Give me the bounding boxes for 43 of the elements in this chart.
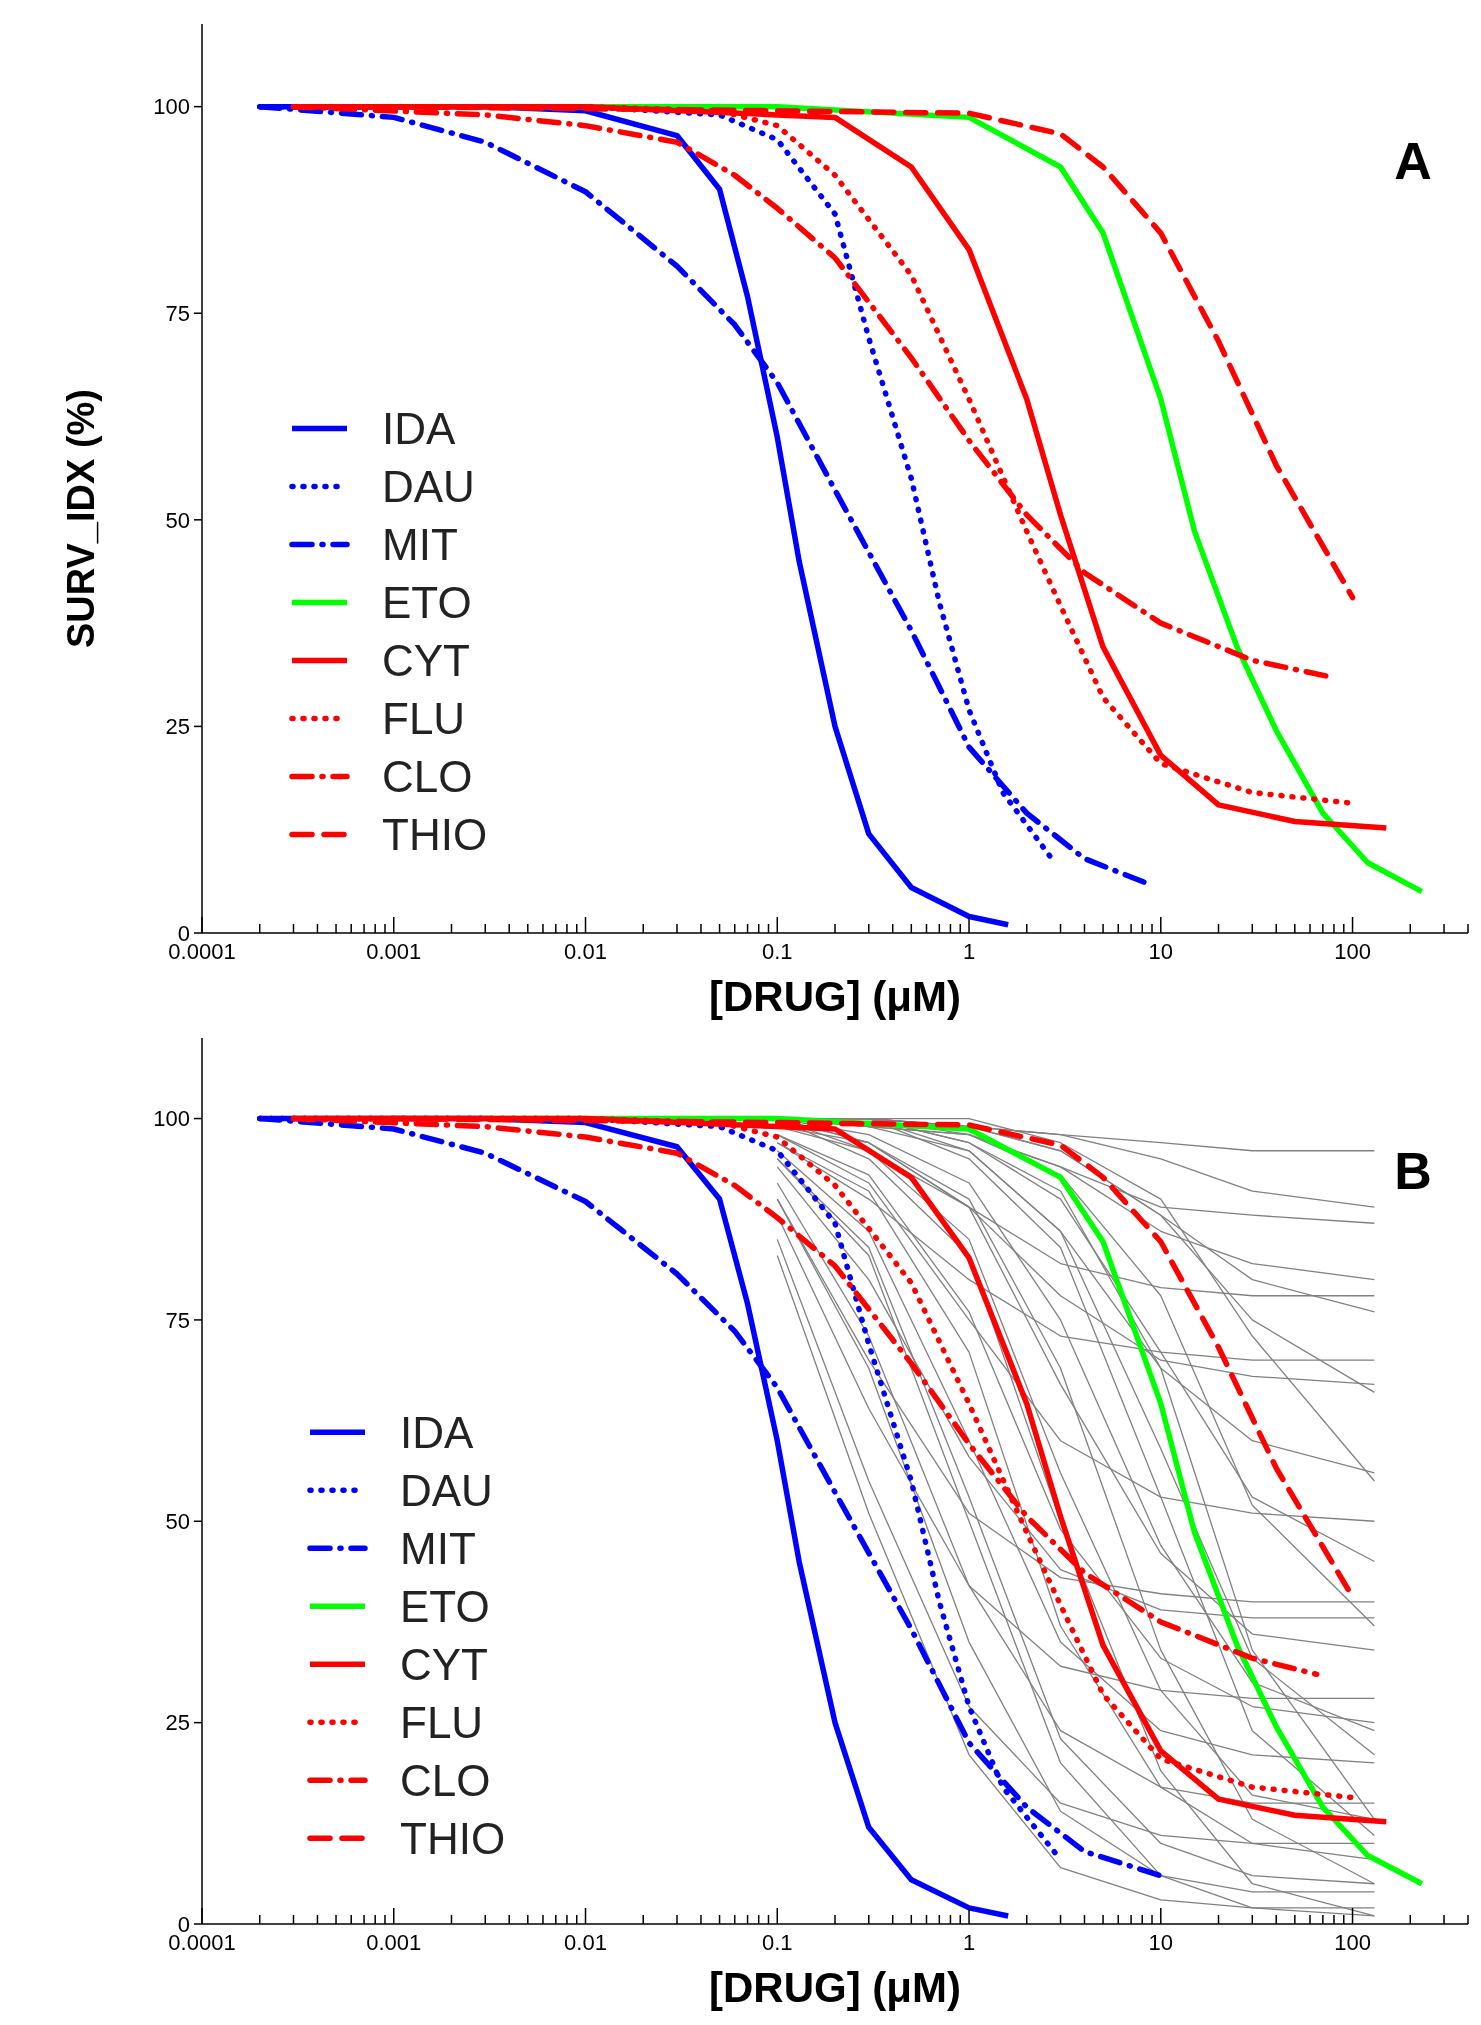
x-tick-label: 1 xyxy=(962,1930,976,1955)
legend-label: MIT xyxy=(400,1523,476,1573)
legend-label: THIO xyxy=(382,809,488,859)
y-tick-label: 100 xyxy=(153,1106,190,1132)
y-tick-label: 25 xyxy=(165,714,190,740)
y-tick-label: 100 xyxy=(153,94,190,120)
legend-label: ETO xyxy=(400,1581,490,1631)
x-tick-label: 10 xyxy=(1148,939,1174,964)
y-tick-label: 0 xyxy=(177,1911,190,1937)
legend-label: FLU xyxy=(382,693,466,743)
annotation: B xyxy=(1394,1141,1432,1200)
legend-label: CLO xyxy=(400,1755,491,1805)
legend-label: ETO xyxy=(382,577,472,627)
legend-label: CYT xyxy=(400,1639,488,1689)
x-tick-label: 10 xyxy=(1148,1930,1174,1955)
legend-label: CYT xyxy=(382,635,470,685)
y-tick-label: 25 xyxy=(165,1710,190,1736)
annotation: A xyxy=(1394,131,1432,190)
y-tick-label: 50 xyxy=(165,507,190,533)
y-tick-label: 0 xyxy=(177,920,190,946)
y-tick-label: 75 xyxy=(165,300,190,326)
x-axis-title: [DRUG] (μM) xyxy=(709,973,961,1020)
x-tick-label: 0.1 xyxy=(761,1930,793,1955)
legend-label: THIO xyxy=(400,1813,506,1863)
y-axis-title: SURV_IDX (%) xyxy=(60,388,102,649)
legend-label: MIT xyxy=(382,519,458,569)
x-tick-label: 0.01 xyxy=(564,1930,607,1955)
x-tick-label: 100 xyxy=(1334,1930,1371,1955)
x-tick-label: 0.001 xyxy=(366,1930,422,1955)
x-axis-title: [DRUG] (μM) xyxy=(709,1964,961,2011)
x-tick-label: 100 xyxy=(1334,939,1371,964)
x-tick-label: 1 xyxy=(962,939,976,964)
legend-label: DAU xyxy=(400,1465,493,1515)
x-tick-label: 0.1 xyxy=(761,939,793,964)
x-tick-label: 0.01 xyxy=(564,939,607,964)
legend-label: FLU xyxy=(400,1697,484,1747)
y-tick-label: 50 xyxy=(165,1508,190,1534)
legend-label: IDA xyxy=(382,403,456,453)
legend-label: DAU xyxy=(382,461,475,511)
legend-label: CLO xyxy=(382,751,473,801)
legend-label: IDA xyxy=(400,1407,474,1457)
x-tick-label: 0.001 xyxy=(366,939,422,964)
y-tick-label: 75 xyxy=(165,1307,190,1333)
